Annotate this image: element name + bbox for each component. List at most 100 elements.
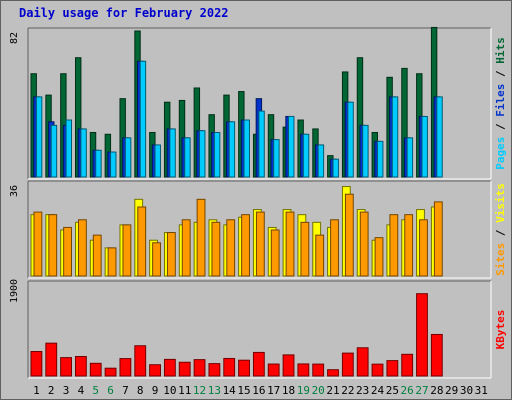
day-label-5: 5 bbox=[92, 384, 99, 397]
day-label-10: 10 bbox=[163, 384, 176, 397]
side-label-separator: / bbox=[494, 117, 507, 137]
bar-kbytes-day-27 bbox=[416, 293, 428, 377]
bar-sites-day-23 bbox=[359, 211, 369, 277]
day-label-18: 18 bbox=[282, 384, 295, 397]
bar-pages-day-1 bbox=[35, 96, 43, 178]
bar-pages-day-4 bbox=[80, 128, 87, 178]
bar-kbytes-day-21 bbox=[327, 369, 339, 377]
bar-kbytes-day-3 bbox=[60, 357, 72, 377]
bar-kbytes-day-4 bbox=[74, 355, 87, 377]
day-label-25: 25 bbox=[386, 384, 399, 397]
bar-pages-day-24 bbox=[377, 140, 384, 178]
bar-pages-day-28 bbox=[436, 96, 443, 178]
day-label-7: 7 bbox=[122, 384, 129, 397]
bar-sites-day-3 bbox=[63, 226, 72, 277]
chart-title: Daily usage for February 2022 bbox=[19, 6, 229, 20]
bar-kbytes-day-24 bbox=[371, 363, 384, 377]
bar-kbytes-day-14 bbox=[223, 357, 236, 377]
bar-pages-day-11 bbox=[184, 137, 191, 178]
bar-sites-day-24 bbox=[374, 237, 384, 277]
bar-pages-day-12 bbox=[199, 130, 206, 178]
bar-kbytes-day-11 bbox=[178, 361, 191, 377]
day-label-14: 14 bbox=[223, 384, 237, 397]
bar-pages-day-19 bbox=[302, 133, 310, 178]
day-label-21: 21 bbox=[326, 384, 339, 397]
bar-sites-day-26 bbox=[404, 214, 414, 277]
bar-sites-day-11 bbox=[181, 219, 191, 277]
bar-pages-day-27 bbox=[421, 115, 428, 178]
bar-pages-day-5 bbox=[95, 149, 102, 178]
bar-sites-day-13 bbox=[211, 221, 221, 277]
day-label-29: 29 bbox=[445, 384, 458, 397]
day-label-23: 23 bbox=[356, 384, 369, 397]
day-label-4: 4 bbox=[78, 384, 85, 397]
max-label-visits-sites: 36 bbox=[9, 185, 20, 197]
side-label-hits: Hits bbox=[494, 37, 507, 64]
bar-sites-day-9 bbox=[152, 242, 161, 277]
bar-kbytes-day-23 bbox=[356, 347, 369, 377]
bar-pages-day-15 bbox=[243, 119, 250, 178]
side-label-kbytes: KBytes bbox=[494, 310, 507, 350]
bar-kbytes-day-16 bbox=[252, 351, 265, 377]
bar-pages-day-8 bbox=[139, 60, 147, 178]
bar-sites-day-21 bbox=[330, 219, 339, 277]
side-label-visits-sites: Sites / Visits bbox=[494, 183, 507, 276]
bar-kbytes-day-26 bbox=[401, 353, 414, 377]
bar-kbytes-day-19 bbox=[297, 363, 310, 377]
day-label-6: 6 bbox=[107, 384, 114, 397]
bar-kbytes-day-5 bbox=[89, 362, 102, 377]
bar-sites-day-12 bbox=[196, 198, 206, 277]
bar-kbytes-day-1 bbox=[30, 351, 43, 377]
bar-pages-day-23 bbox=[362, 124, 369, 178]
side-label-hits-files-pages: Pages / Files / Hits bbox=[494, 37, 507, 170]
day-label-13: 13 bbox=[208, 384, 221, 397]
bar-pages-day-3 bbox=[65, 119, 73, 178]
side-label-files: Files bbox=[494, 84, 507, 117]
bar-pages-day-9 bbox=[154, 144, 161, 178]
bar-kbytes-day-25 bbox=[386, 360, 399, 377]
bar-sites-day-5 bbox=[92, 234, 102, 277]
bar-kbytes-day-9 bbox=[149, 364, 161, 377]
max-label-kbytes: 1900 bbox=[9, 279, 20, 303]
bar-sites-day-7 bbox=[122, 224, 132, 277]
bar-pages-day-6 bbox=[110, 151, 117, 178]
bar-pages-day-26 bbox=[406, 137, 414, 178]
day-label-24: 24 bbox=[371, 384, 385, 397]
bar-pages-day-21 bbox=[332, 158, 339, 178]
bar-sites-day-4 bbox=[77, 219, 87, 277]
bar-sites-day-27 bbox=[419, 219, 428, 277]
day-label-16: 16 bbox=[252, 384, 265, 397]
side-label-sites: Sites bbox=[494, 243, 507, 276]
bar-kbytes-day-6 bbox=[104, 367, 117, 377]
side-label-separator: / bbox=[494, 223, 507, 243]
bar-kbytes-day-15 bbox=[238, 359, 250, 377]
bar-kbytes-day-10 bbox=[163, 358, 176, 377]
bar-pages-day-22 bbox=[347, 101, 354, 178]
bar-sites-day-8 bbox=[137, 206, 147, 277]
bar-kbytes-day-12 bbox=[193, 359, 206, 377]
bar-sites-day-14 bbox=[226, 219, 236, 277]
side-label-pages: Pages bbox=[494, 137, 507, 170]
bar-sites-day-25 bbox=[389, 214, 399, 277]
bar-sites-day-18 bbox=[285, 211, 295, 277]
bar-pages-day-2 bbox=[50, 124, 58, 178]
bar-sites-day-6 bbox=[107, 247, 117, 277]
bar-pages-day-13 bbox=[213, 131, 221, 178]
bar-pages-day-7 bbox=[124, 137, 132, 178]
bar-sites-day-10 bbox=[166, 232, 176, 277]
day-label-15: 15 bbox=[237, 384, 250, 397]
bar-sites-day-16 bbox=[255, 211, 265, 277]
day-label-2: 2 bbox=[48, 384, 55, 397]
bar-pages-day-25 bbox=[391, 96, 399, 178]
bar-sites-day-28 bbox=[433, 201, 443, 277]
side-label-kbytes: KBytes bbox=[494, 310, 507, 350]
bar-sites-day-19 bbox=[300, 221, 310, 277]
day-label-28: 28 bbox=[430, 384, 443, 397]
bar-sites-day-20 bbox=[315, 234, 325, 277]
bar-pages-day-17 bbox=[273, 139, 280, 178]
day-label-9: 9 bbox=[152, 384, 159, 397]
day-label-20: 20 bbox=[312, 384, 325, 397]
bar-sites-day-15 bbox=[241, 214, 250, 277]
bar-kbytes-day-20 bbox=[312, 363, 325, 377]
